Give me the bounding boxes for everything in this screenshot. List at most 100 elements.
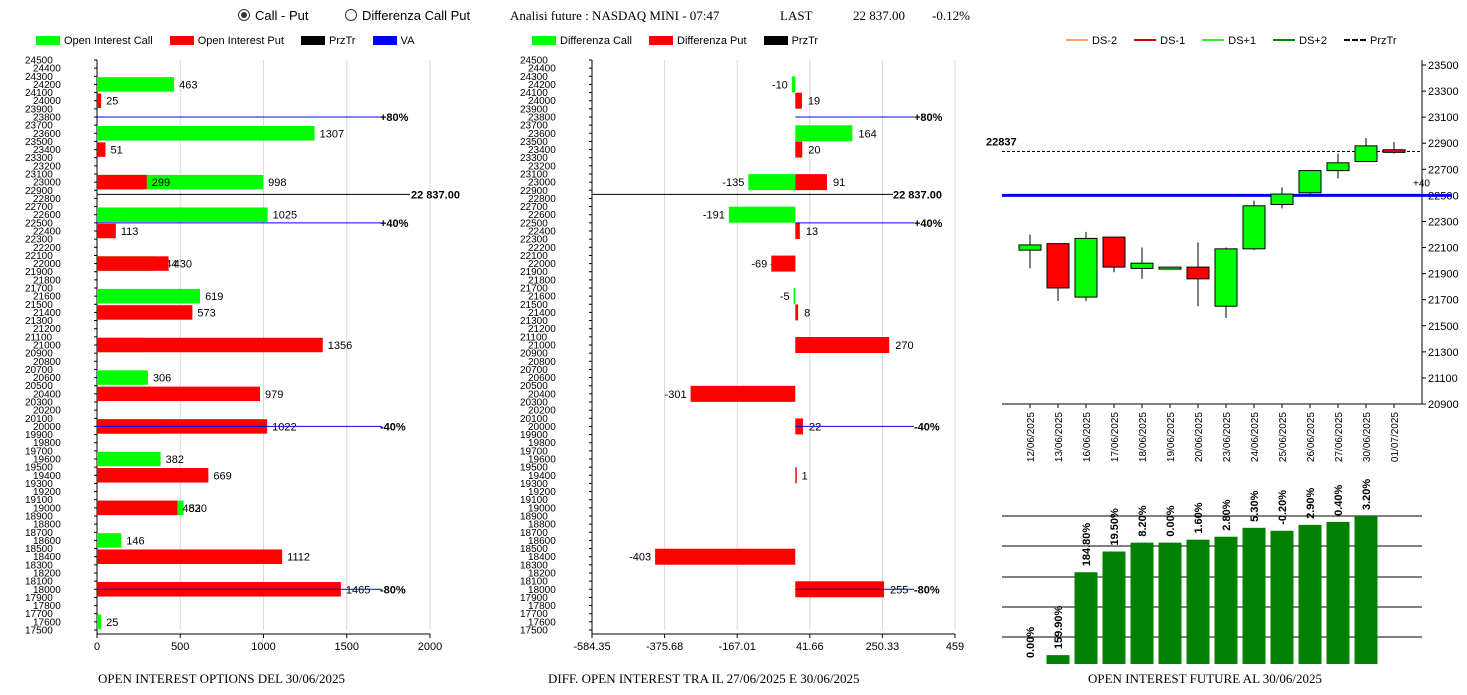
legend-item: Open Interest Put: [169, 35, 284, 47]
strike-label: 20100: [25, 414, 53, 425]
strike-label: 23500: [25, 137, 53, 148]
strike-label: 22100: [520, 251, 548, 262]
blue-level-label: +40: [1413, 178, 1430, 189]
strike-label: 21200: [33, 324, 61, 335]
call-bar-label: 1025: [273, 210, 297, 222]
oi-bar: [1186, 539, 1210, 664]
level-label: -80%: [914, 584, 940, 596]
put-bar-label: 1112: [287, 552, 310, 564]
call-bar: [97, 370, 148, 385]
put-bar-label: 1022: [272, 421, 296, 433]
x-tick-label: 2000: [418, 641, 442, 653]
legend-right: DS-2 DS-1 DS+1 DS+2 PrzTr: [1066, 35, 1411, 47]
diff-call-bar-label: -10: [772, 79, 788, 91]
last-price-label: 22 837.00: [893, 189, 942, 201]
put-bar-label: 299: [152, 177, 170, 189]
radio-differenza[interactable]: Differenza Call Put: [345, 8, 470, 23]
strike-label: 20400: [528, 389, 556, 400]
price-tick-label: 23100: [1428, 112, 1459, 124]
strike-label: 20800: [528, 357, 556, 368]
oi-bar-label: 3.20%: [1361, 479, 1373, 510]
put-bar-label: 979: [265, 389, 283, 401]
strike-label: 22100: [25, 251, 53, 262]
diff-call-bar-label: -135: [722, 177, 744, 189]
oi-bar: [1242, 527, 1266, 664]
strike-label: 17500: [25, 626, 53, 637]
diff-put-bar-label: -69: [751, 259, 767, 271]
strike-label: 19100: [520, 495, 548, 506]
strike-label: 18900: [520, 512, 548, 523]
put-bar: [97, 468, 209, 483]
strike-label: 24100: [25, 88, 53, 99]
x-tick-label: 41.66: [796, 641, 824, 653]
strike-label: 22200: [33, 243, 61, 254]
legend-mid: Differenza Call Differenza Put PrzTr: [532, 35, 832, 47]
strike-label: 24500: [520, 56, 548, 67]
legend-item: DS+2: [1273, 35, 1327, 47]
radio-unselected-icon: [345, 9, 357, 21]
put-bar: [97, 223, 116, 239]
price-tick-label: 23500: [1428, 60, 1459, 72]
x-tick-label: -167.01: [719, 641, 756, 653]
diff-put-bar: [690, 385, 796, 402]
diff-put-bar: [795, 337, 890, 353]
diff-call-bar-label: -5: [780, 291, 790, 303]
level-label: +80%: [380, 112, 409, 124]
strike-label: 21100: [520, 332, 548, 343]
diff-call-bar-label: -191: [703, 210, 725, 222]
x-tick-label: 500: [171, 641, 189, 653]
legend-item: VA: [372, 35, 414, 47]
strike-label: 18300: [520, 560, 548, 571]
level-label: -40%: [914, 421, 940, 433]
legend-item: Open Interest Call: [36, 35, 153, 47]
strike-label: 18100: [520, 577, 548, 588]
oi-bar-label: 0.00%: [1025, 627, 1037, 658]
strike-label: 19200: [528, 487, 556, 498]
strike-label: 18000: [528, 585, 556, 596]
radio-call-put-label: Call - Put: [255, 8, 309, 23]
candle-body: [1214, 248, 1238, 307]
date-tick-label: 01/07/2025: [1390, 412, 1401, 462]
diff-put-bar-label: -301: [665, 389, 687, 401]
strike-label: 23200: [33, 161, 61, 172]
put-bar: [97, 500, 178, 516]
strike-label: 23400: [33, 145, 61, 156]
left-chart-title: OPEN INTEREST OPTIONS DEL 30/06/2025: [98, 671, 345, 686]
strike-label: 19400: [33, 471, 61, 482]
strike-label: 21200: [528, 324, 556, 335]
candle-body: [1354, 145, 1378, 162]
strike-label: 17700: [520, 609, 548, 620]
diff-put-bar: [795, 92, 802, 109]
strike-label: 18500: [520, 544, 548, 555]
call-bar: [97, 288, 201, 304]
call-bar-label: 1307: [320, 128, 344, 140]
oi-bar-label: 19.50%: [1109, 508, 1121, 546]
strike-label: 24300: [520, 72, 548, 83]
radio-differenza-label: Differenza Call Put: [362, 8, 471, 23]
strike-label: 22500: [25, 218, 53, 229]
call-bar-label: 619: [205, 291, 223, 303]
strike-label: 18400: [528, 552, 556, 563]
strike-label: 19800: [33, 438, 61, 449]
diff-put-bar-label: 1: [802, 470, 808, 482]
put-bar-label: 51: [110, 145, 122, 157]
strike-label: 21400: [528, 308, 556, 319]
last-price-label: 22 837.00: [411, 189, 460, 201]
strike-label: 24000: [528, 96, 556, 107]
diff-call-bar: [728, 206, 796, 223]
radio-call-put[interactable]: Call - Put: [238, 8, 308, 23]
put-bar-label: 669: [213, 470, 231, 482]
strike-label: 21700: [25, 284, 53, 295]
strike-label: 20500: [520, 381, 548, 392]
strike-label: 22000: [528, 259, 556, 270]
strike-label: 18200: [528, 569, 556, 580]
call-bar: [97, 207, 268, 222]
call-bar-label: 382: [166, 454, 184, 466]
radio-selected-icon: [238, 9, 250, 21]
put-bar: [97, 386, 261, 402]
strike-label: 17800: [528, 601, 556, 612]
candle-body: [1270, 193, 1294, 206]
diff-put-bar-label: 8: [804, 307, 810, 319]
strike-label: 21800: [528, 275, 556, 286]
candle-body: [1102, 236, 1126, 268]
